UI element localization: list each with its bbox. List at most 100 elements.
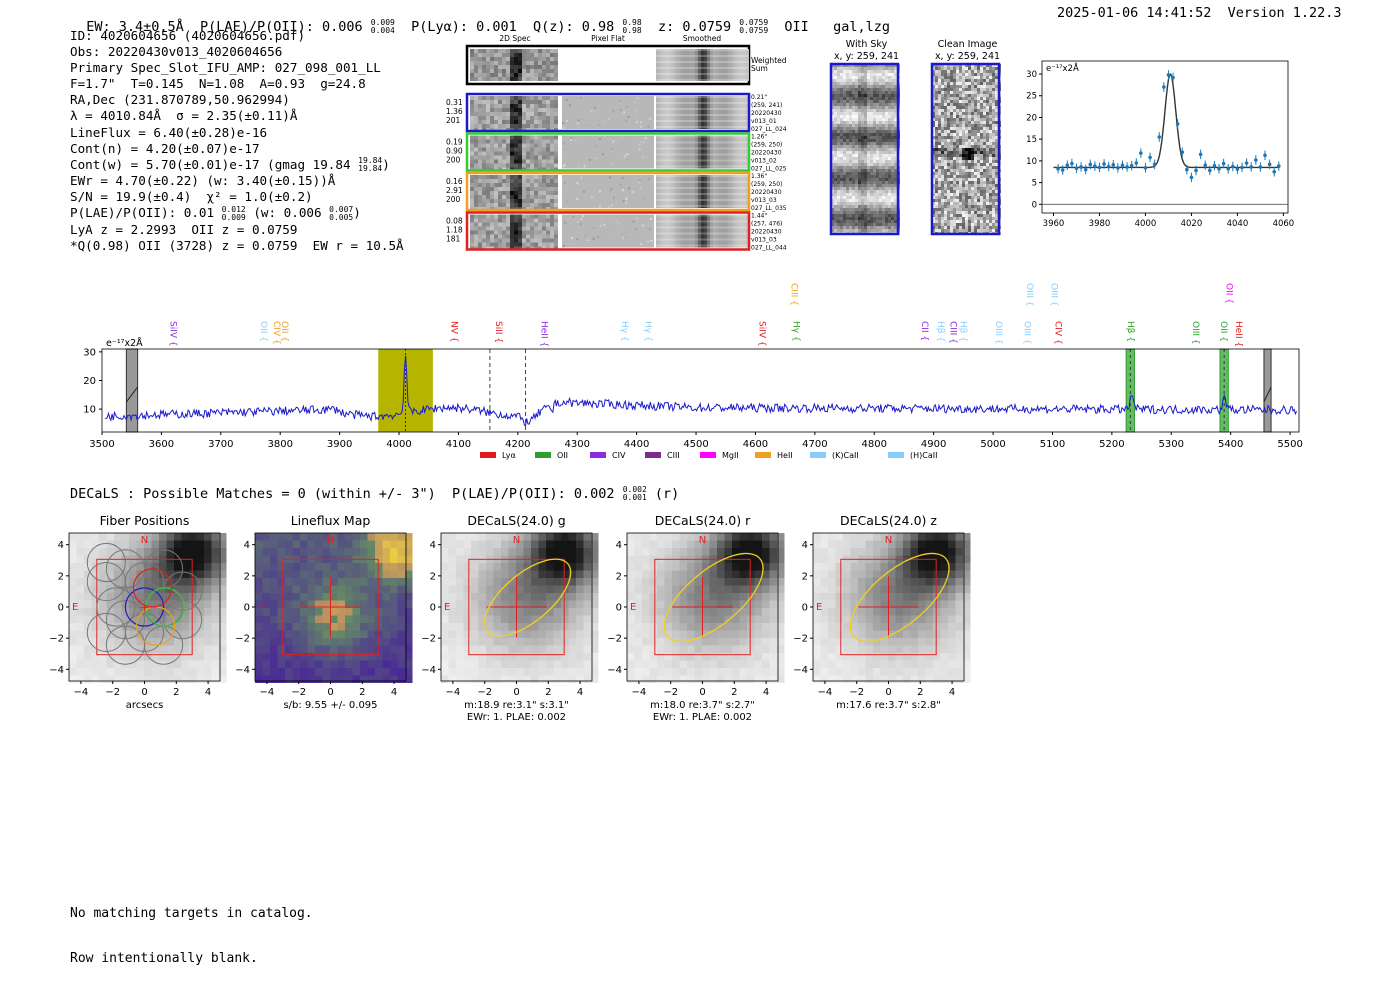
sky-pixel xyxy=(843,67,846,70)
clean-pixel xyxy=(956,100,959,103)
cutout-pixel xyxy=(470,187,474,191)
clean-pixel xyxy=(959,91,962,94)
cutout-pixel xyxy=(530,191,534,195)
map-pixel xyxy=(338,563,346,571)
legend-label: Lyα xyxy=(502,451,516,460)
clean-pixel xyxy=(962,157,965,160)
sky-pixel xyxy=(894,97,897,100)
fit-point xyxy=(1102,162,1106,166)
cutout-pixel xyxy=(514,108,518,112)
cutout-pixel xyxy=(542,124,546,128)
cutout-pixel xyxy=(542,136,546,140)
cutout-pixel xyxy=(522,124,526,128)
smoothed-column xyxy=(734,96,737,129)
cutout-pixel xyxy=(550,100,554,104)
cutout-pixel xyxy=(490,108,494,112)
sky-pixel xyxy=(834,166,837,169)
clean-pixel xyxy=(950,133,953,136)
cutout-pixel xyxy=(526,112,530,116)
image-pixel xyxy=(84,661,92,669)
pixel-flat-noise xyxy=(571,237,573,239)
clean-pixel xyxy=(977,103,980,106)
sky-pixel xyxy=(864,88,867,91)
sky-pixel xyxy=(834,208,837,211)
sky-pixel xyxy=(894,115,897,118)
sky-pixel xyxy=(873,94,876,97)
clean-pixel xyxy=(944,130,947,133)
clean-pixel xyxy=(950,175,953,178)
sky-pixel xyxy=(876,229,879,232)
map-pixel xyxy=(398,616,406,624)
smoothed-column xyxy=(695,136,698,169)
clean-pixel xyxy=(968,127,971,130)
map-pixel xyxy=(375,578,383,586)
sky-pixel xyxy=(843,100,846,103)
cutout-pixel xyxy=(514,124,518,128)
cutout-pixel xyxy=(514,136,518,140)
clean-pixel xyxy=(995,100,998,103)
cutout-pixel xyxy=(510,100,514,104)
info-line: ID: 4020604656 (4020604656.pdf) xyxy=(70,28,404,44)
sky-pixel xyxy=(837,115,840,118)
panel-title: Fiber Positions xyxy=(100,513,190,528)
image-pixel xyxy=(197,668,205,676)
pixel-flat-noise xyxy=(570,139,572,141)
image-pixel xyxy=(152,661,160,669)
clean-pixel xyxy=(959,163,962,166)
clean-pixel xyxy=(971,130,974,133)
clean-pixel xyxy=(950,178,953,181)
cutout-pixel xyxy=(494,156,498,160)
image-pixel xyxy=(77,616,85,624)
cutout-pixel xyxy=(482,112,486,116)
clean-pixel xyxy=(995,208,998,211)
sky-pixel xyxy=(849,73,852,76)
sky-pixel xyxy=(834,211,837,214)
cutout-pixel xyxy=(546,136,550,140)
clean-pixel xyxy=(962,142,965,145)
clean-pixel xyxy=(953,172,956,175)
sky-pixel xyxy=(867,208,870,211)
cutout-pixel xyxy=(494,239,498,243)
clean-pixel xyxy=(962,85,965,88)
cutout-pixel xyxy=(538,187,542,191)
smoothed-column xyxy=(713,49,716,81)
cutout-pixel xyxy=(550,179,554,183)
info-line: Cont(w) = 5.70(±0.01)e-17 (gmag 19.84 19… xyxy=(70,157,404,174)
clean-pixel xyxy=(986,211,989,214)
sky-pixel xyxy=(858,73,861,76)
sky-pixel xyxy=(867,115,870,118)
sky-pixel xyxy=(855,94,858,97)
cutout-pixel xyxy=(498,227,502,231)
sky-pixel xyxy=(852,70,855,73)
sky-pixel xyxy=(885,151,888,154)
cutout-pixel xyxy=(538,96,542,100)
smoothed-column xyxy=(656,96,659,129)
clean-pixel xyxy=(956,103,959,106)
clean-pixel xyxy=(935,166,938,169)
clean-pixel xyxy=(986,214,989,217)
sky-pixel xyxy=(861,94,864,97)
map-pixel xyxy=(300,541,308,549)
image-pixel xyxy=(69,563,77,571)
sky-pixel xyxy=(873,88,876,91)
cutout-pixel xyxy=(546,175,550,179)
sky-pixel xyxy=(879,82,882,85)
spectrum-line-label-group: Hβ { xyxy=(935,321,945,342)
sky-pixel xyxy=(870,184,873,187)
clean-pixel xyxy=(974,70,977,73)
cutout-pixel xyxy=(502,187,506,191)
sky-pixel xyxy=(858,127,861,130)
sky-pixel xyxy=(876,133,879,136)
image-pixel xyxy=(182,623,190,631)
cutout-pixel xyxy=(494,65,498,69)
cutout-right-meta: v013_01 xyxy=(751,118,777,125)
clean-pixel xyxy=(989,217,992,220)
sky-pixel xyxy=(885,139,888,142)
cutout-pixel xyxy=(498,136,502,140)
map-pixel xyxy=(383,563,391,571)
image-pixel xyxy=(144,548,152,556)
cutout-pixel xyxy=(550,104,554,108)
sky-pixel xyxy=(861,139,864,142)
sky-pixel xyxy=(858,130,861,133)
sky-pixel xyxy=(891,178,894,181)
